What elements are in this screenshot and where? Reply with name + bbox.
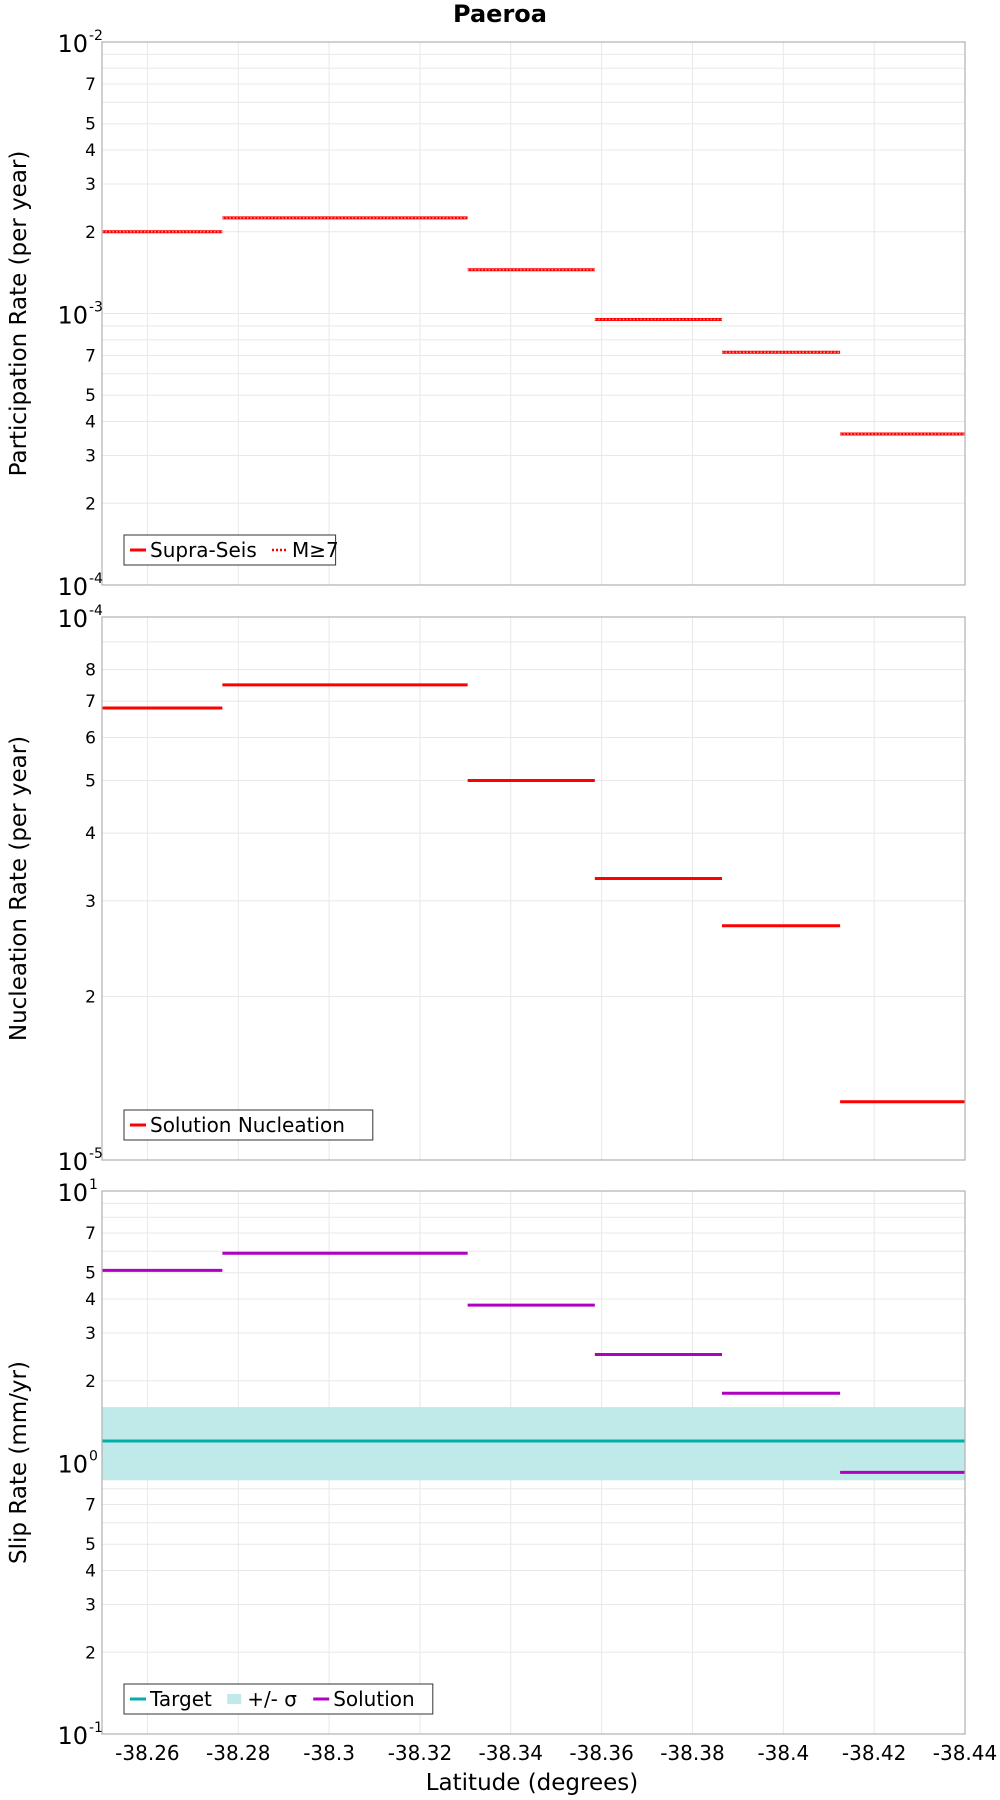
legend-label: Solution — [333, 1687, 414, 1711]
y-tick-label: 3 — [85, 892, 96, 912]
y-tick-label: 2 — [85, 494, 96, 514]
y-tick-label: 2 — [85, 1643, 96, 1663]
legend: Solution Nucleation — [123, 1109, 374, 1141]
y-tick-label: 4 — [85, 1562, 96, 1582]
x-tick-label: -38.38 — [660, 1741, 724, 1765]
legend-swatch — [227, 1694, 242, 1704]
y-tick-label: 5 — [85, 771, 96, 791]
y-major-tick-exponent: -4 — [89, 571, 103, 587]
y-tick-label: 7 — [85, 1224, 96, 1244]
y-tick-label: 2 — [85, 223, 96, 243]
x-axis-ticks: -38.26 -38.28 -38.3 -38.32 -38.34 -38.36 -38.3… — [115, 1741, 997, 1765]
y-major-tick-label: 10 — [57, 1451, 88, 1479]
plot-frame — [101, 616, 966, 1161]
y-major-tick-exponent: 0 — [89, 1449, 98, 1465]
x-tick-label: -38.26 — [115, 1741, 179, 1765]
y-tick-label: 2 — [85, 988, 96, 1008]
x-tick-label: -38.42 — [842, 1741, 906, 1765]
y-major-tick-exponent: -3 — [89, 300, 103, 316]
y-tick-label: 5 — [85, 115, 96, 135]
y-tick-label: 7 — [85, 347, 96, 367]
legend-label: Supra-Seis — [150, 538, 257, 562]
y-major-tick-exponent: 1 — [89, 1177, 98, 1193]
y-tick-label: 7 — [85, 1496, 96, 1516]
y-tick-label: 2 — [85, 1372, 96, 1392]
y-major-tick-exponent: -1 — [89, 1720, 103, 1736]
y-tick-label: 4 — [85, 141, 96, 161]
x-tick-label: -38.36 — [569, 1741, 633, 1765]
y-tick-label: 4 — [85, 413, 96, 433]
x-tick-label: -38.4 — [757, 1741, 809, 1765]
y-tick-label: 5 — [85, 386, 96, 406]
x-axis-label: Latitude (degrees) — [426, 1770, 639, 1796]
chart-title: Paeroa — [453, 0, 547, 28]
y-tick-label: 4 — [85, 824, 96, 844]
y-tick-label: 8 — [85, 661, 96, 681]
y-tick-label: 7 — [85, 75, 96, 95]
y-tick-label: 3 — [85, 1324, 96, 1344]
y-major-tick-label: 10 — [57, 1148, 88, 1176]
legend: Supra-Seis M≥7 — [123, 534, 339, 566]
y-major-tick-exponent: -5 — [89, 1146, 103, 1162]
y-axis-label: Nucleation Rate (per year) — [6, 736, 32, 1041]
legend-label: Target — [149, 1687, 212, 1711]
x-tick-label: -38.32 — [388, 1741, 452, 1765]
legend-label: Solution Nucleation — [150, 1113, 345, 1137]
y-tick-label: 5 — [85, 1535, 96, 1555]
y-major-tick-exponent: -4 — [89, 603, 103, 619]
y-tick-label: 7 — [85, 692, 96, 712]
y-major-tick-label: 10 — [57, 302, 88, 330]
y-axis-label: Participation Rate (per year) — [6, 151, 32, 477]
x-tick-label: -38.34 — [479, 1741, 543, 1765]
y-major-tick-label: 10 — [57, 605, 88, 633]
y-major-tick-label: 10 — [57, 573, 88, 601]
plot-frame — [101, 41, 966, 586]
legend-box — [123, 534, 337, 566]
plot-frame — [101, 1190, 966, 1735]
x-tick-label: -38.3 — [303, 1741, 355, 1765]
legend-label: M≥7 — [292, 538, 339, 562]
y-tick-label: 3 — [85, 175, 96, 195]
y-tick-label: 5 — [85, 1264, 96, 1284]
legend-box — [123, 1109, 374, 1141]
x-tick-label: -38.44 — [933, 1741, 997, 1765]
x-tick-label: -38.28 — [206, 1741, 270, 1765]
y-major-tick-exponent: -2 — [89, 28, 103, 44]
y-major-tick-label: 10 — [57, 1722, 88, 1750]
sigma-band — [102, 1407, 965, 1481]
y-axis-label: Slip Rate (mm/yr) — [6, 1361, 32, 1564]
y-tick-label: 6 — [85, 728, 96, 748]
legend-label: +/- σ — [247, 1687, 297, 1711]
y-tick-label: 4 — [85, 1290, 96, 1310]
legend: Target +/- σ Solution — [123, 1683, 434, 1715]
y-major-tick-label: 10 — [57, 1179, 88, 1207]
y-tick-label: 3 — [85, 1595, 96, 1615]
y-major-tick-label: 10 — [57, 30, 88, 58]
y-tick-label: 3 — [85, 446, 96, 466]
legend-box — [123, 1683, 434, 1715]
